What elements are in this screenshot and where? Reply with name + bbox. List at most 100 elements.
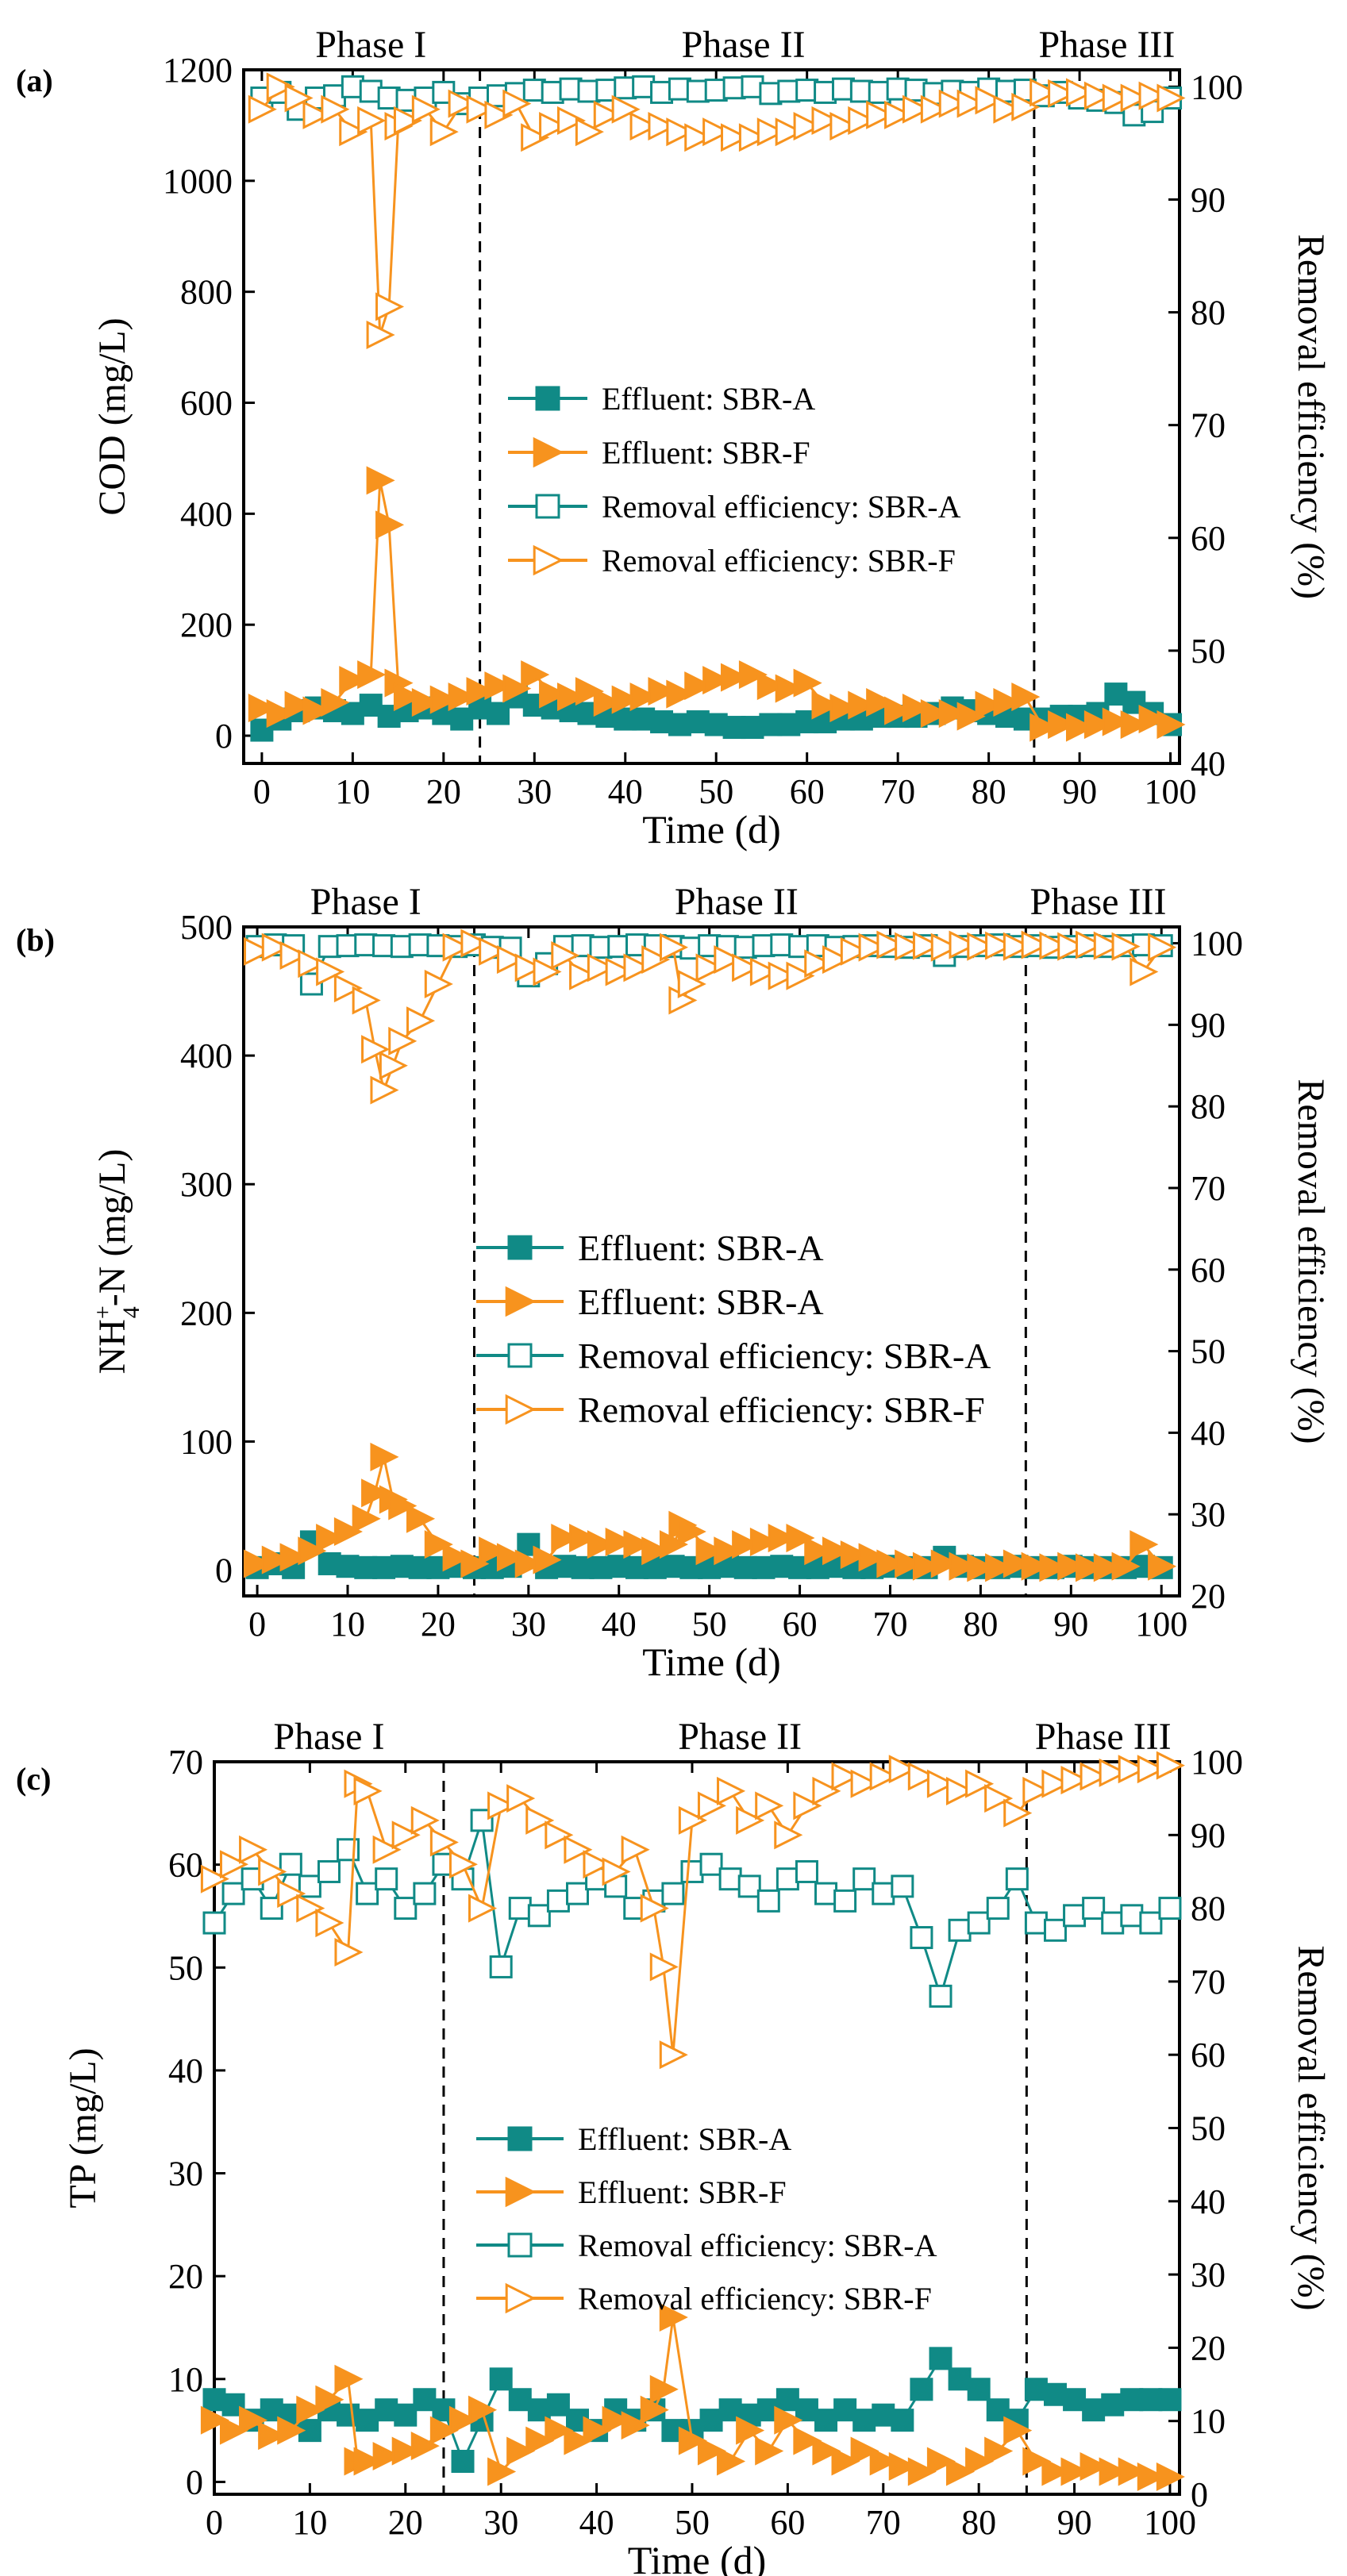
x-tick-label: 80 <box>963 1605 998 1644</box>
data-point <box>814 1882 838 1905</box>
data-point <box>1101 1911 1125 1935</box>
data-point <box>829 694 859 723</box>
data-point <box>356 2409 379 2432</box>
x-tick-label: 40 <box>579 2503 614 2542</box>
data-point <box>695 1536 725 1566</box>
data-point <box>659 2303 688 2332</box>
data-point <box>986 2398 1010 2422</box>
x-tick-label: 100 <box>1135 1605 1187 1644</box>
data-point <box>695 953 725 982</box>
x-tick-label: 50 <box>699 772 733 811</box>
data-point <box>993 688 1022 717</box>
data-point <box>546 2393 570 2416</box>
y2-tick-label: 60 <box>1191 519 1226 558</box>
y-tick-label: 200 <box>180 1294 233 1332</box>
data-point <box>623 953 652 982</box>
data-point <box>721 663 750 692</box>
data-point <box>200 1864 229 1894</box>
x-tick-label: 60 <box>790 772 825 811</box>
legend-swatch-marker <box>505 1286 537 1317</box>
y-tick-label: 70 <box>168 1743 203 1782</box>
data-point <box>822 945 852 975</box>
data-point <box>429 685 459 714</box>
series-removal-efficiency-sbr-a <box>202 1809 1182 2008</box>
data-point <box>551 940 580 971</box>
data-point <box>699 1852 723 1876</box>
data-point <box>321 688 350 717</box>
data-point <box>1075 930 1105 959</box>
data-point <box>774 1821 803 1850</box>
data-point <box>786 961 815 990</box>
y-tick-label: 600 <box>180 384 233 423</box>
data-point <box>484 100 514 129</box>
data-point <box>545 1821 574 1850</box>
y2-axis-title: Removal efficiency (%) <box>1290 1078 1332 1444</box>
data-point <box>975 690 1004 720</box>
data-point <box>649 2374 679 2404</box>
data-point <box>737 1874 761 1898</box>
data-point <box>677 1517 706 1546</box>
data-point <box>284 690 314 720</box>
phase-label: Phase III <box>1038 24 1175 66</box>
data-point <box>1082 2398 1106 2422</box>
data-point <box>986 1897 1010 1920</box>
data-point <box>575 117 604 147</box>
data-point <box>277 2416 306 2445</box>
data-point <box>1138 81 1168 110</box>
data-point <box>1065 78 1095 107</box>
data-point <box>812 1776 841 1805</box>
y-tick-label: 1200 <box>163 51 233 90</box>
data-point <box>732 953 761 982</box>
chart-panel-a: (a) 0 10 20 30 40 50 60 70 80 90 100 Time (d) 0 200 400… <box>16 24 1332 852</box>
legend-swatch-marker <box>533 436 564 468</box>
data-point <box>284 83 314 113</box>
y2-tick-label: 70 <box>1191 406 1226 445</box>
legend-swatch-marker <box>505 2282 537 2314</box>
data-point <box>379 1051 408 1080</box>
data-point <box>448 89 477 118</box>
data-point <box>356 1882 379 1905</box>
data-point <box>907 1762 937 1791</box>
x-tick-label: 30 <box>517 772 552 811</box>
data-point <box>714 1536 743 1566</box>
data-point <box>736 2416 765 2445</box>
data-point <box>912 931 941 960</box>
y-axis-title: TP (mg/L) <box>62 2047 104 2208</box>
data-point <box>460 929 490 958</box>
y-tick-label: 20 <box>168 2257 203 2296</box>
data-point <box>484 671 514 701</box>
data-point <box>804 1536 833 1566</box>
data-point <box>296 1894 325 1923</box>
x-tick-label: 60 <box>783 1605 818 1644</box>
data-point <box>1039 931 1068 960</box>
data-point <box>429 2416 459 2445</box>
y2-tick-label: 20 <box>1191 2328 1226 2367</box>
data-point <box>372 1835 402 1864</box>
data-point <box>1011 92 1041 121</box>
y-axis-title-rest: -N (mg/L) <box>91 1149 133 1307</box>
y2-tick-label: 80 <box>1191 1087 1226 1126</box>
data-point <box>1041 1769 1071 1798</box>
data-point <box>641 1536 671 1566</box>
data-point <box>593 688 622 717</box>
data-point <box>258 2421 287 2451</box>
data-point <box>366 320 395 349</box>
data-point <box>756 671 786 701</box>
data-point <box>413 1882 437 1905</box>
data-point <box>677 969 706 998</box>
data-point <box>756 1889 780 1913</box>
data-point <box>1024 1911 1048 1935</box>
data-point <box>370 1442 399 1471</box>
data-point <box>239 2405 268 2435</box>
data-point <box>442 932 471 962</box>
panel-label: (a) <box>16 63 53 98</box>
y2-tick-label: 10 <box>1191 2402 1226 2441</box>
y2-tick-label: 50 <box>1191 632 1226 671</box>
x-tick-label: 60 <box>770 2503 805 2542</box>
data-point <box>429 1828 459 1857</box>
data-point <box>858 1543 887 1572</box>
y-tick-label: 1000 <box>163 162 233 201</box>
y-tick-label: 0 <box>215 717 233 755</box>
data-point <box>929 2347 953 2370</box>
y2-tick-label: 90 <box>1191 1816 1226 1855</box>
